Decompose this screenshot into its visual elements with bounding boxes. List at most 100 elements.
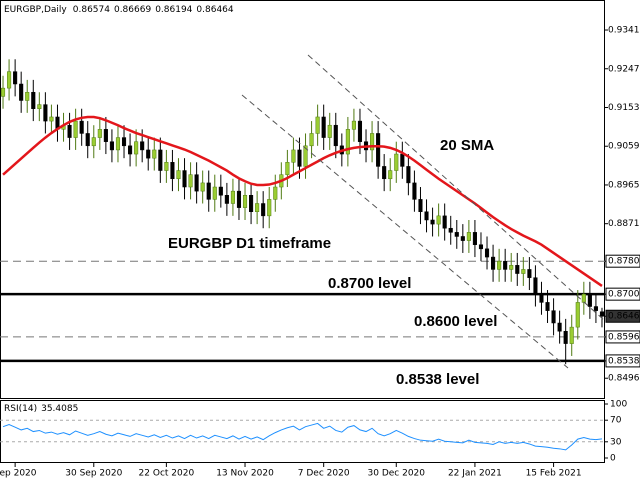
x-tick-label: 22 Jan 2021 — [448, 469, 502, 479]
x-tick-label: 7 Dec 2020 — [298, 469, 350, 479]
candle-body — [370, 133, 375, 151]
candle-body — [0, 87, 6, 97]
rsi-header: RSI(14) 35.4085 — [4, 404, 78, 414]
candle-body — [121, 137, 127, 147]
rsi-last: 35.4085 — [41, 404, 78, 414]
candle-body — [527, 269, 532, 278]
candle-body — [176, 170, 181, 180]
candle-body — [376, 133, 381, 167]
candle-body — [382, 166, 387, 180]
rsi-name: RSI(14) — [4, 404, 37, 414]
candle-body — [297, 149, 302, 167]
candle-body — [491, 256, 496, 270]
candle-body — [43, 104, 48, 122]
candle-body — [200, 182, 205, 192]
candle-body — [164, 162, 169, 171]
candle-body — [91, 137, 96, 147]
candle-body — [37, 104, 42, 109]
candle-body — [73, 120, 78, 138]
candle-body — [394, 153, 399, 171]
candle-body — [79, 120, 84, 134]
candle-body — [412, 182, 417, 200]
candle-body — [533, 277, 538, 295]
price-panel — [0, 0, 605, 399]
candle-body — [466, 232, 471, 241]
candle-body — [236, 190, 242, 208]
candle-body — [115, 137, 121, 151]
candle-body — [321, 116, 326, 138]
candle-body — [503, 260, 508, 270]
candle-body — [7, 71, 12, 89]
candle-body — [333, 124, 338, 147]
candle-body — [273, 186, 278, 200]
annotation: 0.8538 level — [396, 371, 479, 388]
candle-body — [212, 186, 217, 200]
candle-body — [599, 311, 605, 317]
candle-body — [224, 195, 229, 204]
candle-body — [303, 145, 308, 167]
sma-line — [2, 115, 603, 287]
x-tick-label: 22 Oct 2020 — [139, 469, 195, 479]
candle-body — [218, 186, 223, 196]
candle-body — [261, 203, 266, 217]
candle-body — [430, 219, 435, 225]
candle-body — [563, 330, 568, 344]
candle-body — [25, 91, 30, 101]
rsi-line — [2, 422, 603, 451]
candle-body — [557, 322, 562, 332]
high: 0.86669 — [114, 5, 151, 15]
candle-body — [97, 129, 102, 138]
candle-body — [242, 195, 248, 208]
candle-body — [345, 129, 350, 155]
x-tick-label: 30 Sep 2020 — [65, 469, 122, 479]
candle-body — [85, 133, 90, 147]
x-tick-label: Sep 2020 — [0, 469, 37, 479]
x-tick-label: 15 Feb 2021 — [526, 469, 582, 479]
rsi-tick-label: 70 — [610, 416, 622, 426]
channel-line — [307, 54, 605, 321]
candle-body — [581, 293, 586, 303]
candle-body — [484, 248, 490, 258]
y-tick-box — [605, 287, 640, 301]
candle-body — [128, 145, 133, 155]
candle-body — [569, 326, 574, 344]
candle-body — [134, 141, 139, 155]
candle-body — [400, 153, 405, 167]
candle-body — [285, 162, 290, 175]
candle-body — [351, 120, 356, 130]
candle-body — [593, 306, 598, 311]
candle-body — [49, 116, 54, 122]
rsi-tick-label: 0 — [610, 454, 616, 464]
candle-body — [230, 190, 235, 204]
annotation: 0.8600 level — [414, 313, 497, 330]
candle-body — [424, 211, 429, 221]
candle-body — [497, 260, 502, 270]
candle-body — [442, 215, 447, 229]
candle-body — [249, 195, 254, 212]
candle-body — [13, 71, 18, 85]
candle-body — [170, 162, 175, 180]
y-tick-box — [605, 309, 640, 323]
candle-body — [255, 203, 260, 212]
low: 0.86194 — [155, 5, 192, 15]
candle-body — [315, 116, 320, 134]
y-tick-box — [605, 330, 640, 344]
candle-body — [291, 149, 296, 163]
candle-body — [357, 120, 363, 142]
candle-body — [158, 149, 163, 171]
candle-body — [194, 174, 199, 192]
rsi-panel — [0, 400, 605, 463]
candle-body — [206, 182, 211, 200]
candle-body — [478, 244, 484, 250]
candle-body — [267, 199, 272, 217]
candle-body — [388, 170, 393, 180]
